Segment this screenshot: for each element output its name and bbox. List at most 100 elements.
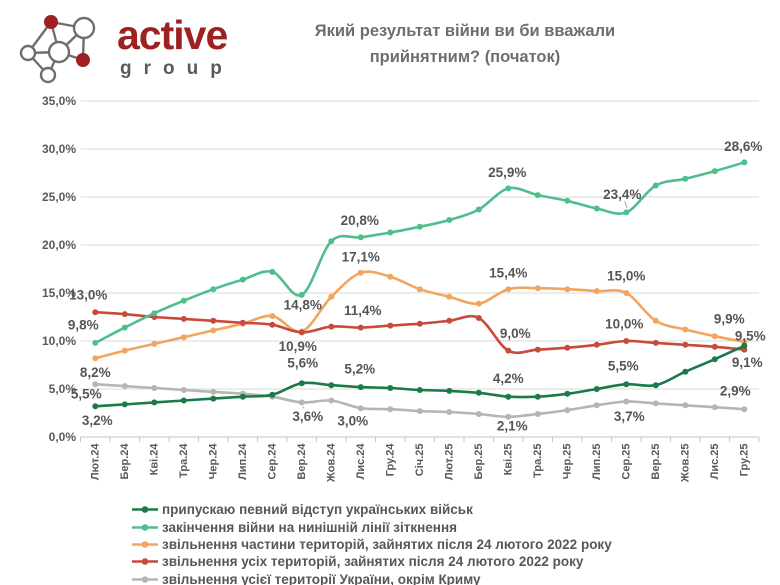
data-point [534, 411, 541, 417]
data-point [180, 297, 187, 304]
data-point [298, 399, 305, 406]
data-point [623, 398, 630, 405]
data-point [623, 338, 630, 344]
y-axis-label: 20,0% [42, 238, 76, 252]
legend-line-marker-icon [132, 523, 158, 531]
data-point [357, 234, 364, 241]
y-axis-label: 10,0% [42, 334, 76, 348]
x-axis-label: Кві.24 [148, 443, 160, 476]
data-point [180, 334, 187, 341]
data-point [387, 406, 394, 413]
data-point [92, 309, 99, 316]
legend-label: припускаю певний відступ українських вій… [162, 502, 473, 518]
data-point [475, 389, 482, 396]
data-point [652, 400, 659, 407]
data-label: 3,7% [614, 409, 645, 424]
data-point [593, 402, 600, 409]
data-point [416, 320, 423, 327]
data-point [151, 310, 158, 317]
x-axis-label: Кві.25 [502, 444, 514, 476]
data-point [121, 324, 128, 331]
data-label: 3,2% [82, 413, 113, 428]
data-label: 17,1% [342, 249, 380, 264]
data-point [210, 317, 217, 324]
data-point [564, 197, 571, 204]
data-point [564, 344, 571, 351]
x-axis-label: Сер.25 [620, 444, 632, 480]
data-point [298, 329, 305, 336]
data-point [505, 286, 512, 293]
data-point [623, 290, 630, 296]
data-point [652, 382, 659, 389]
data-point [387, 229, 394, 236]
data-point [682, 175, 689, 182]
data-point [534, 192, 541, 199]
data-point [505, 347, 512, 354]
x-axis-label: Сер.24 [266, 443, 278, 480]
legend-line-marker-icon [132, 506, 158, 513]
data-point [652, 339, 659, 346]
data-point [652, 182, 659, 189]
data-label: 5,5% [71, 387, 102, 402]
series-line [94, 270, 746, 360]
data-point [505, 413, 512, 420]
data-label: 3,0% [337, 414, 368, 429]
data-point [328, 397, 335, 404]
data-point [475, 315, 482, 321]
y-axis-label: 15,0% [42, 286, 76, 300]
data-label: 3,6% [292, 409, 323, 424]
logo-text: active group [117, 15, 234, 80]
chart-title-line2: прийнятним? (початок) [369, 48, 561, 66]
data-label: 10,9% [279, 339, 317, 354]
x-axis-label: Лис.24 [355, 443, 367, 480]
legend-label: звільнення частини територій, зайнятих п… [162, 536, 612, 552]
data-label: 8,2% [80, 365, 111, 380]
label-leader-line [624, 201, 628, 209]
y-axis-label: 35,0% [42, 94, 76, 108]
data-point [357, 405, 364, 412]
data-point [475, 206, 482, 213]
data-point [121, 347, 128, 354]
legend-label: закінчення війни на нинішній лінії зіткн… [162, 519, 457, 535]
x-axis-label: Лют.24 [89, 443, 101, 480]
data-point [210, 388, 217, 395]
logo-brand-text: active [117, 12, 228, 58]
data-point [446, 293, 453, 300]
chart-title-line1: Який результат війни ви би вважали [314, 22, 616, 40]
data-point [92, 339, 99, 346]
data-label: 9,5% [735, 328, 766, 343]
data-point [416, 223, 423, 230]
legend-label: звільнення усієї території України, окрі… [162, 571, 481, 585]
data-label: 9,8% [68, 317, 99, 332]
data-point [269, 268, 276, 275]
data-point [151, 399, 158, 406]
data-point [269, 313, 276, 319]
x-axis-label: Вер.24 [296, 443, 308, 480]
data-label: 25,9% [488, 165, 526, 180]
data-point [387, 385, 394, 391]
data-point [357, 384, 364, 391]
data-point [328, 382, 335, 389]
data-point [92, 403, 99, 410]
legend-item: звільнення частини територій, зайнятих п… [131, 536, 612, 553]
x-axis-label: Бер.24 [119, 443, 131, 480]
data-point [711, 356, 718, 363]
series-line [94, 310, 746, 355]
data-point [741, 342, 748, 349]
data-point [534, 346, 541, 353]
legend-item: припускаю певний відступ українських вій… [131, 501, 612, 518]
data-point [328, 293, 335, 300]
legend: припускаю певний відступ українських вій… [131, 501, 612, 585]
y-axis-label: 30,0% [42, 142, 76, 156]
data-point [210, 286, 217, 293]
data-point [121, 383, 128, 390]
legend-line-marker-icon [132, 558, 158, 566]
data-label: 13,0% [69, 288, 107, 303]
data-point [328, 238, 335, 245]
data-label: 9,0% [500, 326, 531, 341]
data-point [180, 387, 187, 393]
active-group-logo: active group [15, 5, 234, 90]
data-point [593, 205, 600, 212]
network-logo-icon [19, 15, 96, 84]
x-axis-label: Тра.25 [532, 444, 544, 478]
